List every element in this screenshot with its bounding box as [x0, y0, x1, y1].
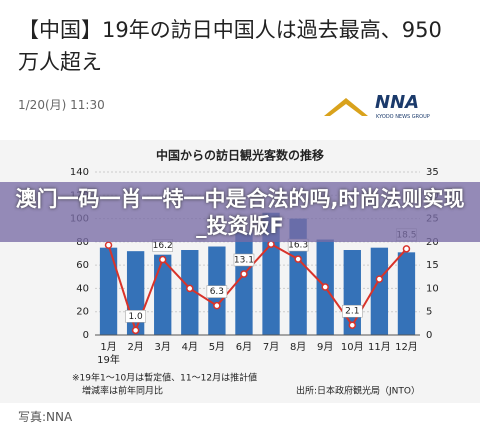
line-point: [104, 241, 113, 249]
line-point: [240, 270, 248, 278]
label-box: [125, 310, 146, 323]
label-box: [206, 285, 228, 298]
data-label: 13.1: [234, 255, 254, 265]
source: 出所:日本政府観光局（JNTO）: [296, 385, 420, 397]
y2-tick-label: 0: [426, 330, 432, 341]
y-tick-label: 0: [83, 330, 89, 341]
article-title: 【中国】19年の訪日中国人は過去最高、950万人超え: [18, 18, 442, 74]
line-point: [267, 240, 275, 248]
y2-tick-label: 15: [426, 260, 439, 271]
line-point: [321, 283, 329, 291]
logo-sub: KYODO NEWS GROUP: [376, 114, 430, 120]
y-tick-label: 80: [76, 237, 89, 248]
y2-tick-label: 35: [426, 167, 439, 178]
line-point: [213, 301, 221, 310]
overlay-banner: 澳门一码一肖一特一中是合法的吗,时尚法则实现_投资版F: [0, 182, 480, 242]
x-tick-label: 10月: [341, 341, 364, 353]
overlay-text: 澳门一码一肖一特一中是合法的吗,时尚法则实现_投资版F: [15, 187, 465, 238]
note: ※19年1～10月は暫定値、11～12月は推計値: [72, 372, 257, 384]
x-tick-label: 2月: [127, 341, 143, 353]
logo: NNA: [375, 92, 420, 113]
x-tick-label: 9月: [317, 341, 333, 353]
note: 増減率は前年同月比: [82, 385, 163, 397]
date: 1/20(月) 11:30: [18, 98, 105, 112]
line-point: [348, 321, 357, 329]
x-tick-label: 1月: [100, 341, 116, 353]
data-label: 16.3: [288, 241, 308, 251]
y2-tick-label: 5: [426, 307, 432, 318]
line-point: [186, 284, 194, 293]
bar: [181, 250, 199, 335]
bar: [235, 232, 253, 335]
x-tick-label: 5月: [209, 341, 225, 353]
data-label: 2.1: [345, 307, 359, 317]
year-label: 19年: [97, 353, 120, 366]
line-point: [375, 275, 384, 283]
line-point: [402, 245, 411, 253]
caption: 写真:NNA: [18, 410, 73, 424]
x-tick-label: 8月: [290, 341, 306, 353]
y2-tick-label: 10: [426, 283, 439, 294]
x-tick-label: 12月: [395, 341, 418, 353]
logo-mark: [324, 98, 368, 116]
data-label: 16.2: [153, 241, 173, 251]
data-label: 6.3: [210, 287, 224, 297]
y-tick-label: 60: [76, 260, 89, 271]
line-point: [294, 255, 302, 263]
x-tick-label: 4月: [182, 341, 198, 353]
chart-title: 中国からの訪日観光客数の推移: [156, 148, 324, 163]
y2-tick-label: 20: [426, 237, 439, 248]
line-point: [158, 255, 167, 264]
x-tick-label: 7月: [263, 341, 279, 353]
chart: 中国からの訪日観光客数の推移 ※19年1～10月は暫定値、11～12月は推計値 …: [0, 140, 480, 403]
x-tick-label: 11月: [368, 341, 391, 353]
bar: [154, 254, 172, 335]
label-box: [342, 304, 363, 318]
bar: [397, 252, 416, 335]
bar: [262, 212, 280, 335]
label-box: [233, 253, 255, 267]
bar: [370, 247, 389, 335]
line: [107, 242, 408, 334]
bar: [99, 247, 118, 335]
y-tick-label: 140: [70, 167, 89, 178]
line-point: [131, 326, 140, 335]
x-tick-label: 6月: [236, 341, 252, 353]
y-tick-label: 20: [76, 307, 89, 318]
y-tick-label: 40: [76, 283, 89, 294]
data-label: 1.0: [128, 312, 143, 322]
x-tick-label: 3月: [155, 341, 171, 353]
